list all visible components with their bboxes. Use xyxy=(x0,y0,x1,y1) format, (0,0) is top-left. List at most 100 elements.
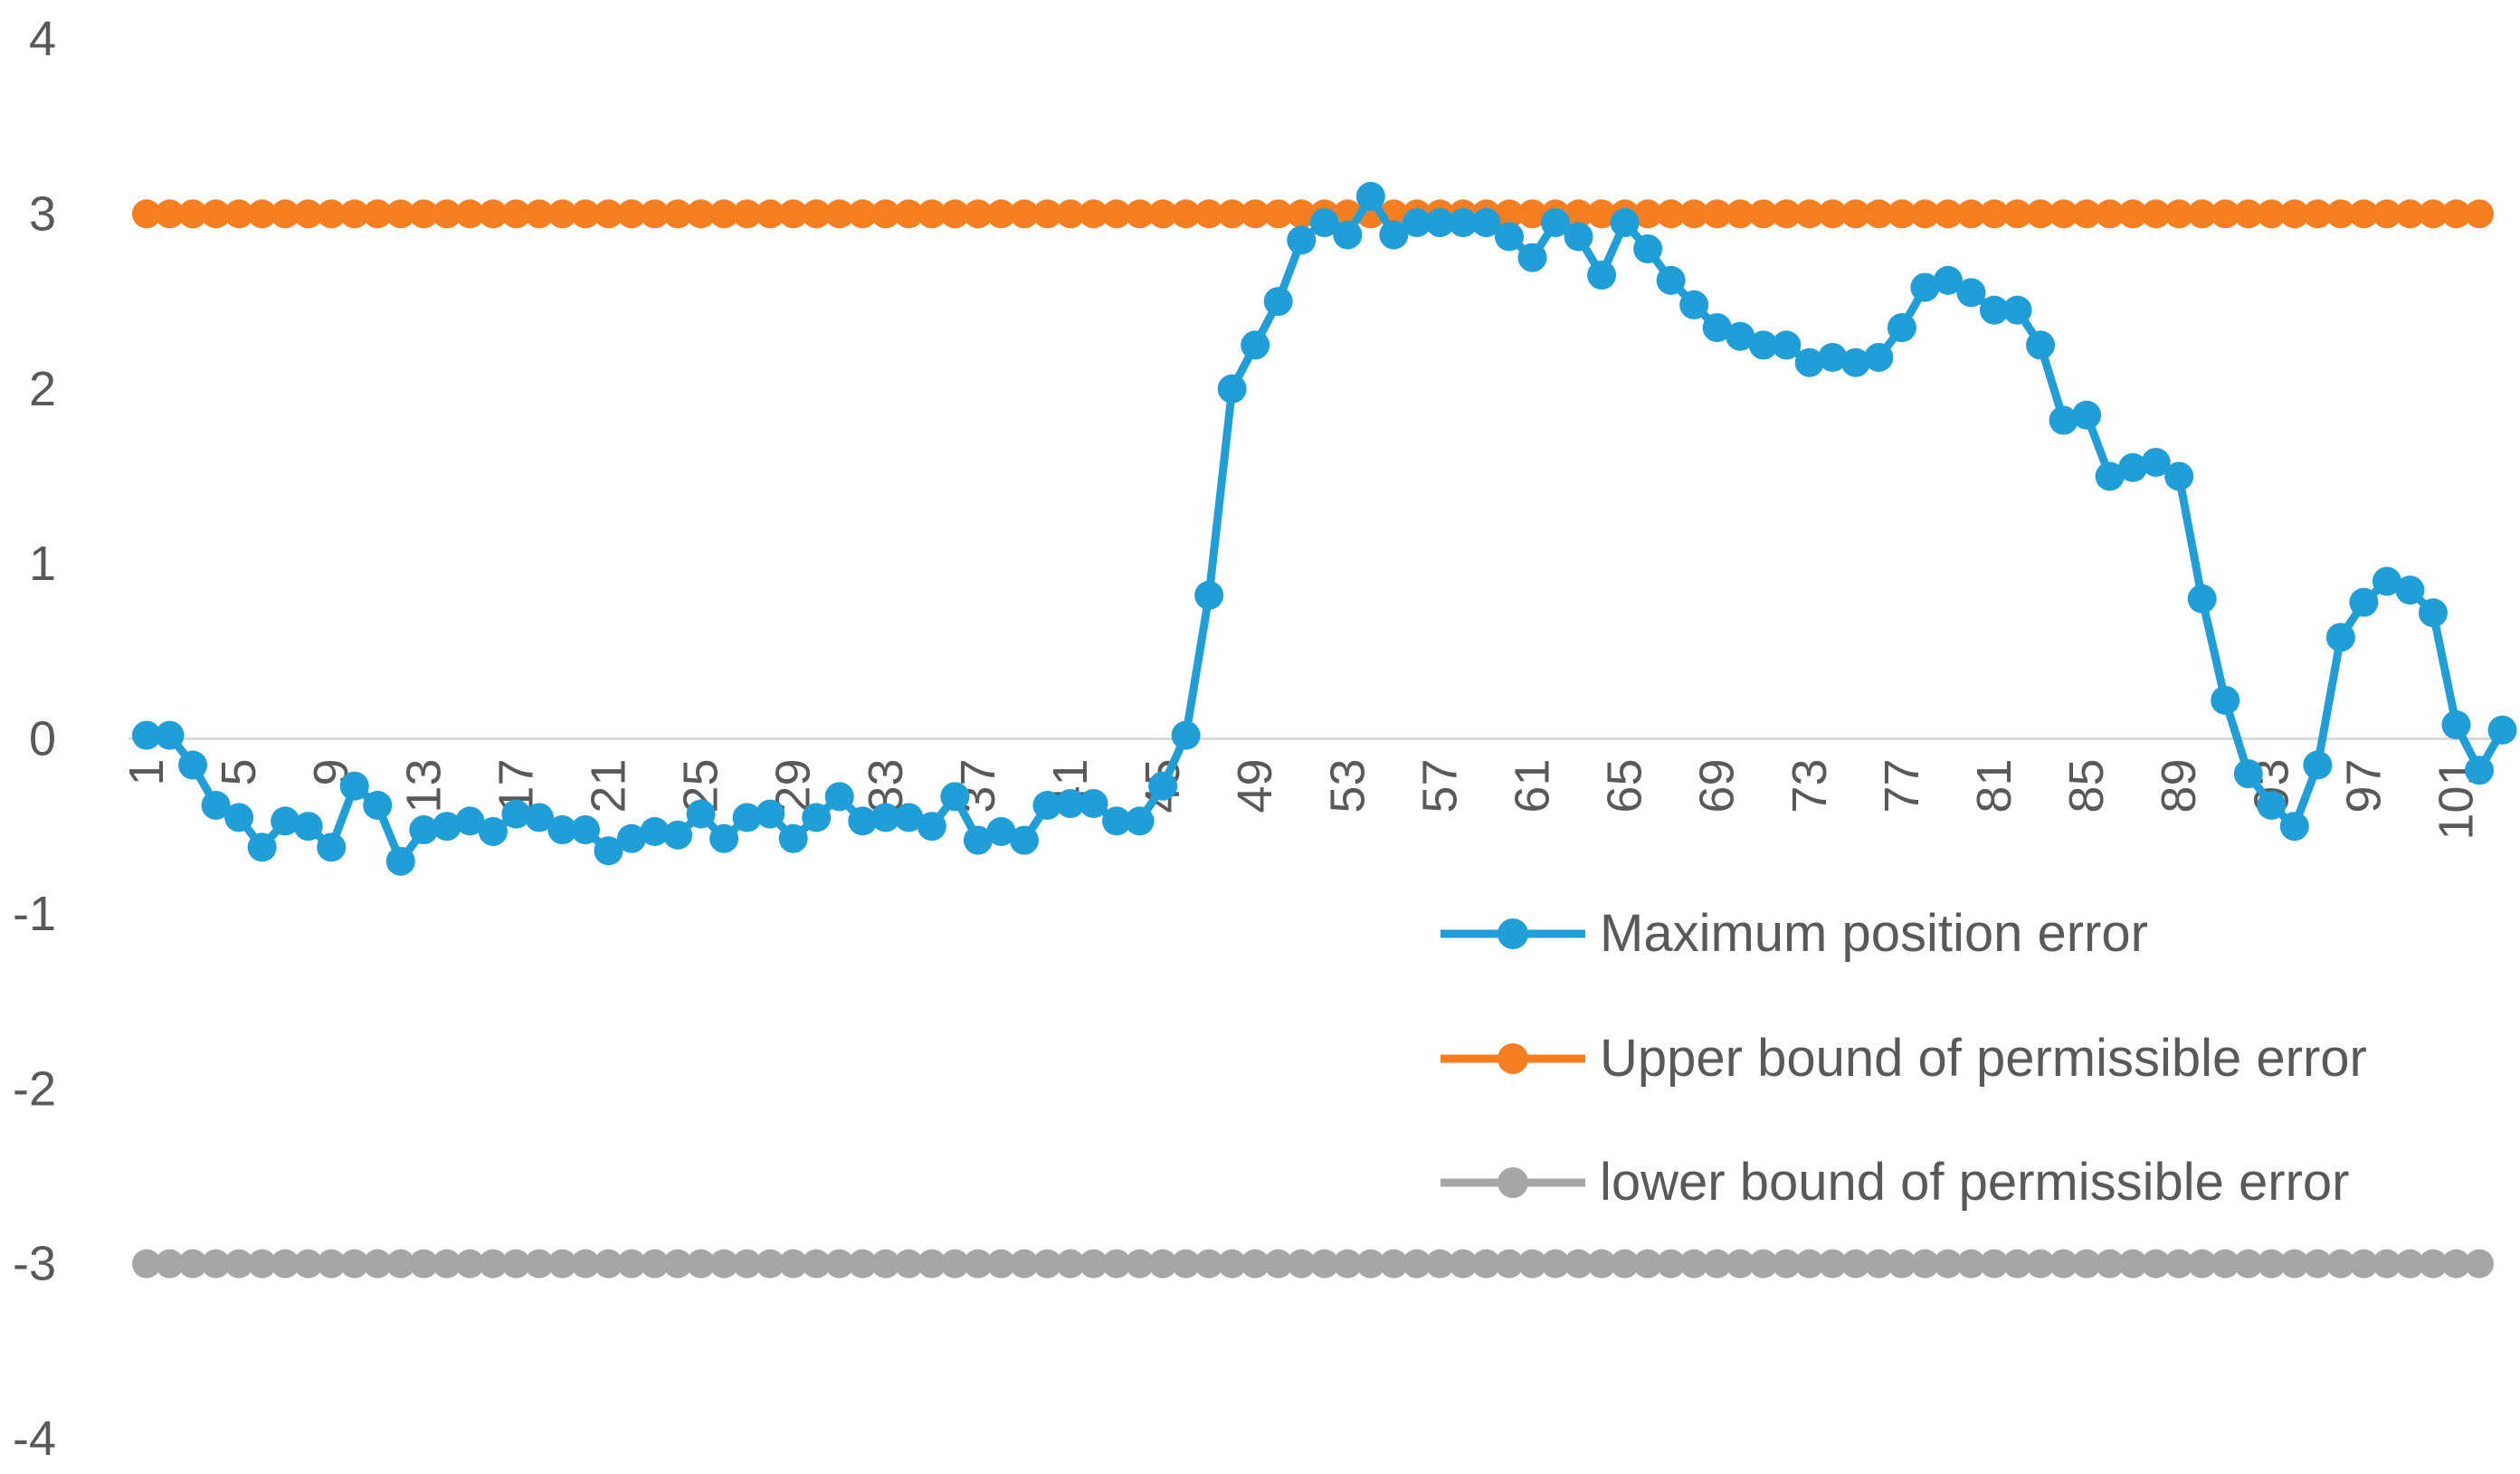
data-point xyxy=(2072,199,2102,229)
data-point xyxy=(201,1249,231,1279)
data-point xyxy=(1217,1249,1247,1279)
data-point xyxy=(1009,1249,1039,1279)
data-point xyxy=(894,803,924,832)
data-point xyxy=(1125,199,1155,229)
data-point xyxy=(155,720,185,750)
data-point xyxy=(2395,199,2425,229)
data-point xyxy=(594,836,623,866)
legend-label: Maximum position error xyxy=(1600,904,2148,963)
data-point xyxy=(894,1249,924,1279)
series-maximum-position-error xyxy=(132,182,2517,876)
data-point xyxy=(2187,584,2217,613)
data-point xyxy=(1263,199,1293,229)
legend-item: Maximum position error xyxy=(1441,904,2148,963)
data-point xyxy=(1910,1249,1940,1279)
data-point xyxy=(824,199,854,229)
data-point xyxy=(1517,199,1547,229)
data-point xyxy=(2026,330,2056,360)
data-point xyxy=(1840,199,1870,229)
y-tick-label: -2 xyxy=(13,1061,56,1116)
x-tick-label: 21 xyxy=(581,759,635,813)
legend-item: Upper bound of permissible error xyxy=(1441,1029,2367,1088)
data-point xyxy=(271,806,300,836)
data-point xyxy=(986,1249,1016,1279)
data-point xyxy=(1818,342,1848,372)
data-point xyxy=(2279,199,2309,229)
data-point xyxy=(663,1249,693,1279)
data-point xyxy=(178,1249,208,1279)
data-point xyxy=(432,199,461,229)
data-point xyxy=(940,1249,970,1279)
data-point xyxy=(756,1249,785,1279)
data-point xyxy=(1287,199,1317,229)
data-point xyxy=(155,199,185,229)
data-point xyxy=(570,199,600,229)
data-point xyxy=(455,806,485,836)
data-point xyxy=(894,199,924,229)
data-point xyxy=(778,199,808,229)
data-point xyxy=(339,771,369,801)
data-point xyxy=(1009,199,1039,229)
data-point xyxy=(917,812,946,842)
data-point xyxy=(1979,199,2009,229)
data-point xyxy=(1772,330,1802,360)
data-point xyxy=(339,1249,369,1279)
data-point xyxy=(1494,1249,1524,1279)
data-point xyxy=(594,1249,623,1279)
data-point xyxy=(247,199,277,229)
data-point xyxy=(501,1249,531,1279)
data-point xyxy=(2118,1249,2148,1279)
data-point xyxy=(2418,1249,2448,1279)
data-point xyxy=(686,799,716,829)
data-point xyxy=(848,199,878,229)
data-point xyxy=(986,199,1016,229)
data-point xyxy=(2465,756,2494,785)
data-point xyxy=(2303,1249,2333,1279)
y-axis-tick-labels: 4 3 2 1 0 -1 -2 -3 -4 xyxy=(13,12,56,1466)
data-point xyxy=(293,812,323,842)
data-point xyxy=(385,846,415,876)
x-tick-label: 85 xyxy=(2059,759,2114,813)
data-point xyxy=(1748,1249,1778,1279)
data-point xyxy=(1564,199,1593,229)
data-point xyxy=(2141,1249,2171,1279)
data-point xyxy=(1241,330,1270,360)
data-point xyxy=(2118,199,2148,229)
data-point xyxy=(1772,199,1802,229)
data-point xyxy=(1726,199,1755,229)
data-point xyxy=(2095,199,2125,229)
data-point xyxy=(617,199,647,229)
data-point xyxy=(385,199,415,229)
data-point xyxy=(2325,199,2355,229)
data-point xyxy=(2026,199,2056,229)
data-point xyxy=(940,199,970,229)
data-point xyxy=(1355,182,1385,212)
data-point xyxy=(132,720,161,750)
data-point xyxy=(2072,400,2102,430)
x-tick-label: 77 xyxy=(1875,759,1929,813)
data-point xyxy=(1933,265,1963,295)
data-point xyxy=(478,816,508,846)
data-point xyxy=(986,816,1016,846)
y-tick-label: -4 xyxy=(13,1412,56,1466)
data-point xyxy=(1679,199,1709,229)
data-point xyxy=(1772,1249,1802,1279)
data-point xyxy=(2002,1249,2032,1279)
data-point xyxy=(1148,771,1178,801)
data-point xyxy=(1402,208,1431,238)
data-point xyxy=(1840,347,1870,377)
data-point xyxy=(2303,750,2333,780)
data-point xyxy=(317,832,347,862)
y-tick-label: -3 xyxy=(13,1237,56,1291)
x-tick-label: 53 xyxy=(1320,759,1374,813)
data-point xyxy=(732,803,762,832)
data-point xyxy=(2072,1249,2102,1279)
data-point xyxy=(1726,1249,1755,1279)
y-tick-label: 2 xyxy=(29,362,56,416)
data-point xyxy=(2164,199,2194,229)
data-point xyxy=(409,199,439,229)
data-point xyxy=(2441,1249,2471,1279)
data-point xyxy=(2372,199,2401,229)
data-point xyxy=(201,790,231,820)
data-point xyxy=(2349,587,2379,617)
